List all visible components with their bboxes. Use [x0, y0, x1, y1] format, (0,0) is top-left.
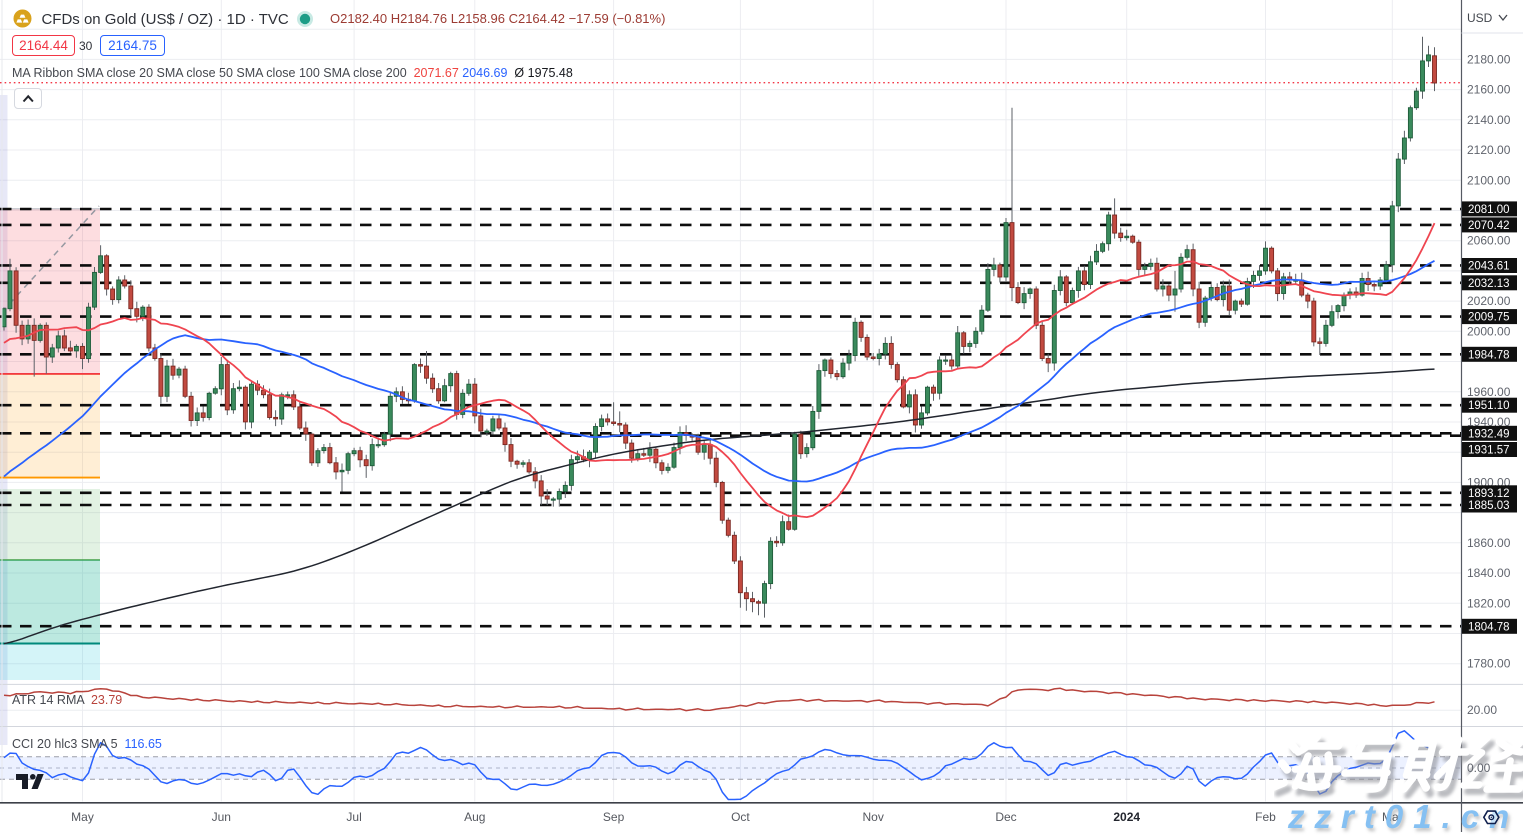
svg-text:1820.00: 1820.00 [1467, 596, 1511, 610]
svg-text:2081.00: 2081.00 [1468, 204, 1510, 216]
svg-text:2160.00: 2160.00 [1467, 83, 1511, 97]
svg-text:2043.61: 2043.61 [1468, 261, 1510, 273]
svg-text:20.00: 20.00 [1467, 703, 1497, 717]
svg-text:1951.10: 1951.10 [1468, 400, 1510, 412]
svg-text:Feb: Feb [1255, 810, 1276, 824]
svg-text:Jul: Jul [346, 810, 361, 824]
svg-text:1893.12: 1893.12 [1468, 488, 1510, 500]
svg-text:2032.13: 2032.13 [1468, 278, 1510, 290]
svg-text:Dec: Dec [995, 810, 1016, 824]
svg-text:USD: USD [1467, 11, 1493, 25]
svg-text:2060.00: 2060.00 [1467, 234, 1511, 248]
svg-text:2070.42: 2070.42 [1468, 220, 1510, 232]
svg-text:1780.00: 1780.00 [1467, 657, 1511, 671]
svg-text:2020.00: 2020.00 [1467, 294, 1511, 308]
svg-text:1960.00: 1960.00 [1467, 385, 1511, 399]
svg-text:2140.00: 2140.00 [1467, 113, 1511, 127]
svg-text:Nov: Nov [863, 810, 884, 824]
svg-text:Aug: Aug [464, 810, 485, 824]
svg-text:1984.78: 1984.78 [1468, 349, 1510, 361]
svg-text:1931.57: 1931.57 [1468, 445, 1510, 457]
svg-text:1885.03: 1885.03 [1468, 500, 1510, 512]
svg-text:Jun: Jun [212, 810, 231, 824]
svg-text:2024: 2024 [1113, 810, 1140, 824]
svg-text:Oct: Oct [731, 810, 750, 824]
svg-text:Mar: Mar [1382, 810, 1403, 824]
svg-text:1940.00: 1940.00 [1467, 415, 1511, 429]
svg-text:2180.00: 2180.00 [1467, 52, 1511, 66]
svg-text:1804.78: 1804.78 [1468, 621, 1510, 633]
svg-text:1840.00: 1840.00 [1467, 566, 1511, 580]
svg-text:2009.75: 2009.75 [1468, 312, 1510, 324]
svg-text:2120.00: 2120.00 [1467, 143, 1511, 157]
svg-text:1860.00: 1860.00 [1467, 536, 1511, 550]
svg-text:Sep: Sep [603, 810, 625, 824]
svg-text:2000.00: 2000.00 [1467, 324, 1511, 338]
svg-text:2100.00: 2100.00 [1467, 173, 1511, 187]
svg-text:May: May [71, 810, 94, 824]
svg-text:1932.49: 1932.49 [1468, 428, 1510, 440]
